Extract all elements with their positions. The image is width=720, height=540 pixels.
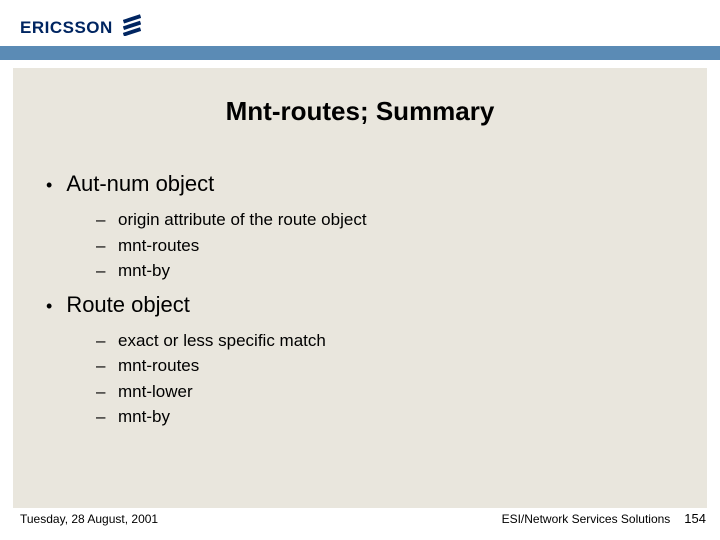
slide-title: Mnt-routes; Summary [0, 96, 720, 127]
list-item-label: Aut-num object [66, 171, 214, 197]
sub-list-item-label: exact or less specific match [118, 328, 326, 354]
sub-list-item-label: origin attribute of the route object [118, 207, 367, 233]
footer-date: Tuesday, 28 August, 2001 [20, 512, 158, 526]
list-item: • Aut-num object [46, 171, 666, 197]
dash-icon: – [96, 328, 108, 354]
dash-icon: – [96, 404, 108, 430]
sub-list: – exact or less specific match – mnt-rou… [96, 328, 666, 430]
dash-icon: – [96, 207, 108, 233]
dash-icon: – [96, 353, 108, 379]
footer-org: ESI/Network Services Solutions [502, 512, 671, 526]
slide-content: • Aut-num object – origin attribute of t… [46, 165, 666, 438]
sub-list-item-label: mnt-routes [118, 233, 199, 259]
header-bar [0, 46, 720, 60]
sub-list-item-label: mnt-routes [118, 353, 199, 379]
sub-list-item-label: mnt-lower [118, 379, 193, 405]
sub-list-item: – mnt-routes [96, 233, 666, 259]
page-number: 154 [684, 511, 706, 526]
dash-icon: – [96, 379, 108, 405]
dash-icon: – [96, 233, 108, 259]
brand-logo: ERICSSON [20, 14, 141, 41]
sub-list-item: – mnt-lower [96, 379, 666, 405]
slide-footer: Tuesday, 28 August, 2001 ESI/Network Ser… [20, 511, 706, 526]
sub-list-item: – exact or less specific match [96, 328, 666, 354]
sub-list-item-label: mnt-by [118, 404, 170, 430]
bullet-icon: • [46, 175, 52, 196]
brand-name: ERICSSON [20, 18, 113, 38]
dash-icon: – [96, 258, 108, 284]
sub-list: – origin attribute of the route object –… [96, 207, 666, 284]
list-item: • Route object [46, 292, 666, 318]
sub-list-item: – mnt-by [96, 258, 666, 284]
bullet-icon: • [46, 296, 52, 317]
sub-list-item: – origin attribute of the route object [96, 207, 666, 233]
sub-list-item: – mnt-by [96, 404, 666, 430]
brand-stripes-icon [123, 14, 141, 41]
sub-list-item: – mnt-routes [96, 353, 666, 379]
list-item-label: Route object [66, 292, 190, 318]
sub-list-item-label: mnt-by [118, 258, 170, 284]
